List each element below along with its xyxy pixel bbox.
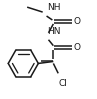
Text: NH: NH	[48, 3, 61, 12]
Text: O: O	[74, 43, 81, 52]
Text: Cl: Cl	[58, 79, 67, 88]
Text: HN: HN	[48, 27, 61, 36]
Text: O: O	[74, 17, 81, 26]
